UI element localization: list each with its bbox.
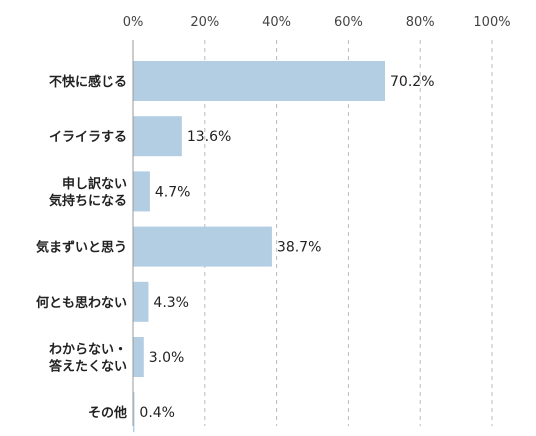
category-label: その他 — [88, 405, 127, 421]
bar — [133, 226, 272, 267]
x-tick-label: 60% — [334, 15, 363, 30]
value-label: 0.4% — [139, 405, 175, 421]
category-label: 答えたくない — [49, 359, 127, 375]
bar — [133, 281, 149, 322]
x-axis-ticks: 0% 20% 40% 60% 80% 100% — [123, 15, 511, 30]
category-label: 何とも思わない — [36, 295, 127, 311]
bar — [133, 392, 135, 433]
category-label: 気持ちになる — [49, 193, 127, 209]
category-label: イライラする — [49, 130, 127, 145]
bar — [133, 61, 386, 101]
x-tick-label: 20% — [190, 15, 219, 30]
value-labels: 70.2% 13.6% 4.7% 38.7% 4.3% 3.0% 0.4% — [139, 74, 434, 421]
value-label: 38.7% — [277, 240, 321, 256]
x-tick-label: 80% — [406, 15, 435, 30]
value-label: 3.0% — [149, 350, 185, 366]
value-label: 4.7% — [155, 184, 191, 200]
value-label: 4.3% — [153, 295, 189, 311]
category-label: 不快に感じる — [49, 74, 127, 90]
value-label: 13.6% — [187, 129, 231, 145]
bar — [133, 116, 182, 157]
bars — [133, 61, 386, 433]
x-tick-label: 40% — [262, 15, 291, 30]
x-tick-label: 100% — [473, 15, 510, 30]
bar — [133, 337, 144, 377]
category-label: 申し訳ない — [62, 176, 127, 192]
x-tick-label: 0% — [123, 15, 144, 30]
value-label: 70.2% — [390, 74, 434, 90]
category-labels: 不快に感じるイライラする申し訳ない気持ちになる気まずいと思う何とも思わないわから… — [36, 74, 127, 421]
category-label: 気まずいと思う — [36, 240, 127, 256]
category-label: わからない・ — [49, 343, 127, 358]
bar — [133, 171, 150, 212]
grid-lines — [204, 40, 493, 426]
